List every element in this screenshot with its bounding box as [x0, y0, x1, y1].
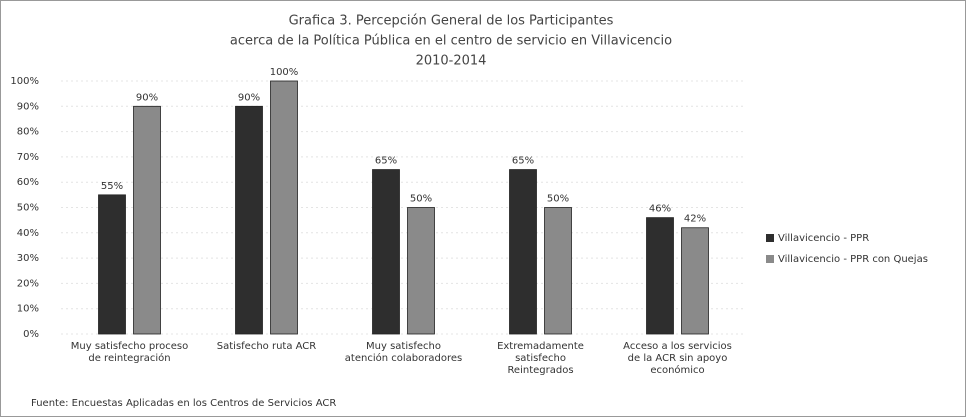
y-tick-label: 40%	[17, 228, 39, 239]
y-tick-label: 100%	[10, 76, 39, 87]
y-tick-label: 90%	[17, 101, 39, 112]
data-label: 42%	[684, 214, 706, 225]
bar	[98, 194, 126, 335]
data-label: 65%	[512, 156, 534, 167]
bar	[681, 227, 709, 335]
bar	[133, 105, 161, 335]
source-note: Fuente: Encuestas Aplicadas en los Centr…	[31, 398, 336, 409]
legend-swatch	[766, 234, 774, 242]
y-tick-label: 30%	[17, 253, 39, 264]
x-tick-label: Muy satisfecho proceso de reintegración	[70, 341, 189, 364]
bar	[509, 169, 537, 335]
y-tick-label: 10%	[17, 304, 39, 315]
data-label: 46%	[649, 204, 671, 215]
bar	[646, 217, 674, 335]
y-tick-label: 70%	[17, 152, 39, 163]
y-tick-label: 80%	[17, 127, 39, 138]
bar	[270, 80, 298, 335]
x-tick-label: Extremadamente satisfecho Reintegrados	[497, 341, 584, 376]
chart-title: acerca de la Política Pública en el cent…	[230, 34, 672, 49]
data-label: 100%	[270, 67, 299, 78]
data-label: 90%	[238, 92, 260, 103]
data-label: 50%	[547, 194, 569, 205]
legend-swatch	[766, 255, 774, 263]
legend-label: Villavicencio - PPR con Quejas	[778, 254, 928, 265]
bar	[407, 207, 435, 335]
y-tick-label: 50%	[17, 203, 39, 214]
bar	[544, 207, 572, 335]
x-tick-label: Satisfecho ruta ACR	[216, 341, 317, 352]
legend-label: Villavicencio - PPR	[778, 233, 869, 244]
x-tick-label: Muy satisfecho atención colaboradores	[344, 341, 463, 364]
bar	[372, 169, 400, 335]
y-tick-label: 0%	[23, 329, 39, 340]
chart-title: Grafica 3. Percepción General de los Par…	[289, 14, 614, 29]
y-tick-label: 60%	[17, 177, 39, 188]
data-label: 90%	[136, 92, 158, 103]
chart-title: 2010-2014	[416, 54, 487, 69]
y-tick-label: 20%	[17, 278, 39, 289]
bar	[235, 105, 263, 335]
x-tick-label: Acceso a los servicios de la ACR sin apo…	[623, 341, 732, 376]
data-label: 65%	[375, 156, 397, 167]
data-label: 55%	[101, 181, 123, 192]
data-label: 50%	[410, 194, 432, 205]
